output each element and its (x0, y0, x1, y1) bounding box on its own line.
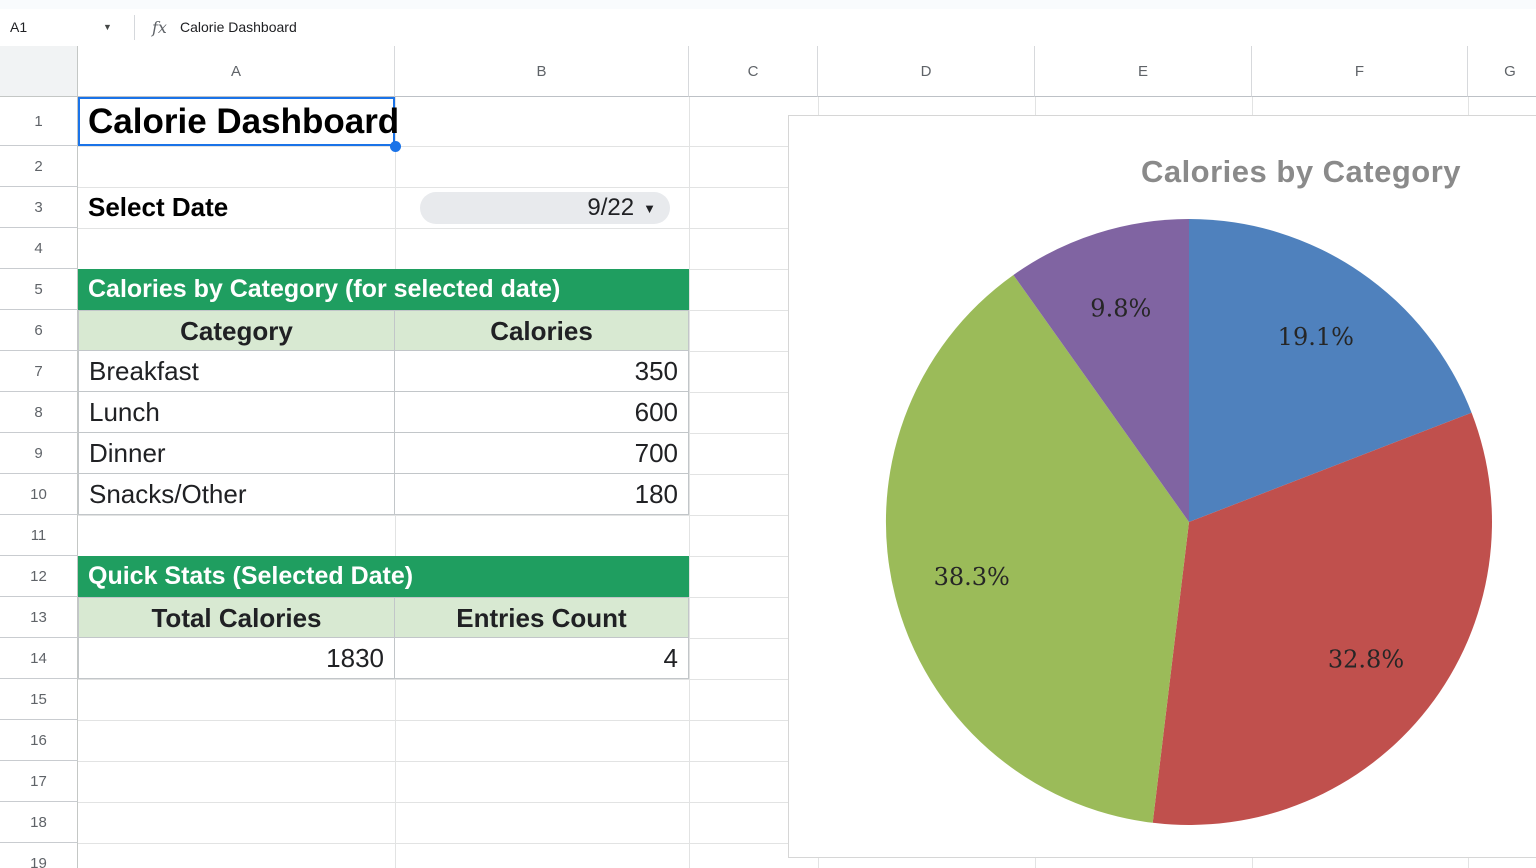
table-header-row: Category Calories (78, 310, 689, 351)
table-row: Lunch 600 (78, 392, 689, 433)
table-header-cell[interactable]: Calories (395, 310, 689, 351)
table-cell[interactable]: 600 (395, 392, 689, 433)
formula-bar: A1 ▼ fx Calorie Dashboard (0, 9, 1536, 47)
table-banner: Calories by Category (for selected date) (78, 269, 689, 310)
table-cell[interactable]: 4 (395, 638, 689, 679)
row-header-5[interactable]: 5 (0, 269, 78, 310)
table-cell[interactable]: 180 (395, 474, 689, 515)
row-header-17[interactable]: 17 (0, 761, 78, 802)
name-box[interactable]: A1 (10, 19, 28, 35)
pie-slice-breakfast[interactable] (1189, 219, 1472, 522)
table-cell[interactable]: Dinner (78, 433, 395, 474)
fill-handle[interactable] (390, 141, 401, 152)
pie-label: 19.1% (1278, 323, 1354, 351)
pie-slice-dinner[interactable] (885, 275, 1189, 823)
selected-cell-outline (78, 97, 395, 146)
table-row: Dinner 700 (78, 433, 689, 474)
table-header-cell[interactable]: Total Calories (78, 597, 395, 638)
table-row: Snacks/Other 180 (78, 474, 689, 515)
pie-slice-snacks-other[interactable] (1013, 218, 1189, 522)
pie-chart: 19.1% 32.8% 38.3% 9.8% (885, 218, 1492, 825)
fx-icon: fx (152, 18, 167, 37)
row-header-15[interactable]: 15 (0, 679, 78, 720)
quick-stats-table: Quick Stats (Selected Date) Total Calorie… (78, 556, 689, 679)
row-header-9[interactable]: 9 (0, 433, 78, 474)
column-header-D[interactable]: D (818, 46, 1035, 97)
table-cell[interactable]: 350 (395, 351, 689, 392)
row-header-8[interactable]: 8 (0, 392, 78, 433)
cell-a1-title[interactable]: Calorie Dashboard (88, 102, 400, 141)
table-header-row: Total Calories Entries Count (78, 597, 689, 638)
column-header-C[interactable]: C (689, 46, 818, 97)
row-header-3[interactable]: 3 (0, 187, 78, 228)
table-cell[interactable]: 1830 (78, 638, 395, 679)
pie-slice-lunch[interactable] (1152, 412, 1492, 825)
date-dropdown-value: 9/22 (587, 194, 635, 221)
chevron-down-icon: ▼ (643, 200, 656, 216)
row-header-18[interactable]: 18 (0, 802, 78, 843)
row-header-19[interactable]: 19 (0, 843, 78, 868)
row-header-2[interactable]: 2 (0, 146, 78, 187)
table-row: Breakfast 350 (78, 351, 689, 392)
row-header-13[interactable]: 13 (0, 597, 78, 638)
toolbar-strip (0, 0, 1536, 9)
divider (134, 15, 135, 40)
table-cell[interactable]: Lunch (78, 392, 395, 433)
row-header-6[interactable]: 6 (0, 310, 78, 351)
formula-input[interactable]: Calorie Dashboard (180, 19, 297, 35)
column-header-G[interactable]: G (1468, 46, 1536, 97)
select-date-label[interactable]: Select Date (88, 192, 229, 222)
table-cell[interactable]: Breakfast (78, 351, 395, 392)
row-header-12[interactable]: 12 (0, 556, 78, 597)
row-header-7[interactable]: 7 (0, 351, 78, 392)
pie-label: 32.8% (1328, 646, 1404, 674)
row-header-16[interactable]: 16 (0, 720, 78, 761)
column-header-E[interactable]: E (1035, 46, 1252, 97)
column-header-B[interactable]: B (395, 46, 689, 97)
table-cell[interactable]: Snacks/Other (78, 474, 395, 515)
pie-label: 38.3% (934, 563, 1010, 591)
row-header-14[interactable]: 14 (0, 638, 78, 679)
chart-title: Calories by Category (1140, 154, 1462, 189)
column-header-A[interactable]: A (78, 46, 395, 97)
table-cell[interactable]: 700 (395, 433, 689, 474)
select-all-corner[interactable] (0, 46, 78, 97)
table-row: 1830 4 (78, 638, 689, 679)
table-header-cell[interactable]: Category (78, 310, 395, 351)
table-header-cell[interactable]: Entries Count (395, 597, 689, 638)
row-header-1[interactable]: 1 (0, 97, 78, 146)
row-header-11[interactable]: 11 (0, 515, 78, 556)
pie-label: 9.8% (1090, 294, 1151, 322)
table-banner: Quick Stats (Selected Date) (78, 556, 689, 597)
column-header-F[interactable]: F (1252, 46, 1468, 97)
calories-by-category-table: Calories by Category (for selected date)… (78, 269, 689, 515)
chevron-down-icon[interactable]: ▼ (103, 22, 112, 32)
row-header-10[interactable]: 10 (0, 474, 78, 515)
row-header-4[interactable]: 4 (0, 228, 78, 269)
date-dropdown[interactable]: 9/22 ▼ (420, 192, 670, 224)
pie-chart-container[interactable]: Calories by Category 19.1% 32.8% 38.3% 9.8% (788, 115, 1536, 858)
gridline (689, 97, 690, 868)
